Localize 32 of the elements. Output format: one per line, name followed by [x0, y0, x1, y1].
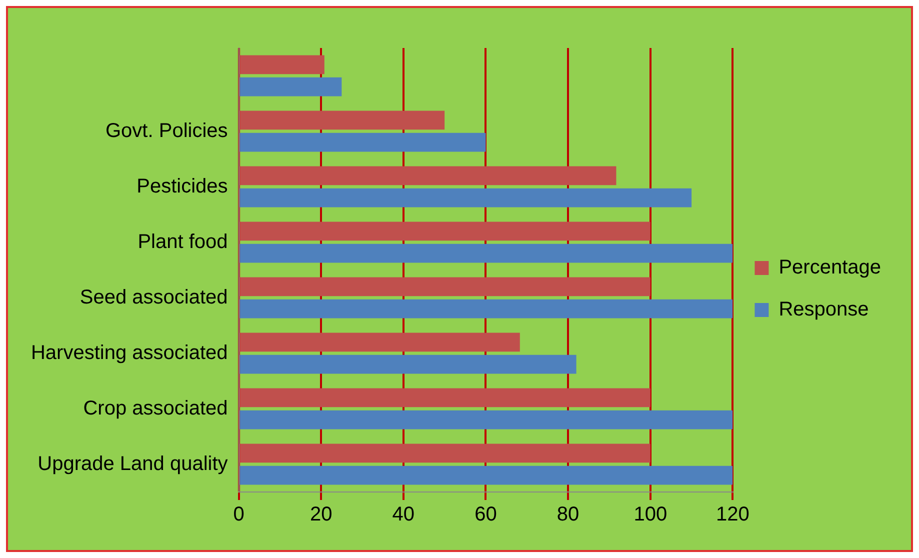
bar — [240, 166, 616, 186]
bar — [240, 388, 650, 408]
bar — [240, 410, 733, 430]
bar — [240, 244, 733, 263]
bar — [240, 466, 733, 485]
x-tick-label: 80 — [556, 504, 580, 526]
bar — [240, 77, 342, 96]
bar — [240, 110, 445, 130]
bar — [240, 444, 650, 463]
bar — [240, 132, 486, 152]
y-tick-label: Govt. Policies — [106, 120, 228, 142]
x-tick-label: 60 — [474, 504, 497, 526]
bar — [240, 222, 650, 241]
y-tick-label: Pesticides — [136, 175, 228, 198]
bar — [240, 354, 576, 374]
y-tick-label: Crop associated — [83, 397, 228, 420]
y-tick-label: Plant food — [138, 230, 228, 253]
x-tick-label: 20 — [310, 504, 332, 526]
legend-label: Percentage — [778, 256, 881, 279]
bar — [240, 299, 733, 318]
x-tick-label: 40 — [392, 504, 415, 526]
bar — [240, 188, 692, 208]
y-tick-label: Upgrade Land quality — [38, 452, 228, 475]
x-tick-label: 120 — [716, 504, 750, 526]
y-tick-label: Seed associated — [80, 286, 228, 308]
legend-label: Response — [778, 298, 869, 321]
bar — [240, 55, 324, 74]
x-tick-label: 0 — [233, 504, 244, 526]
bar — [240, 277, 650, 296]
y-tick-label: Harvesting associated — [30, 342, 228, 364]
x-tick-label: 100 — [634, 504, 668, 526]
bar — [240, 332, 520, 352]
